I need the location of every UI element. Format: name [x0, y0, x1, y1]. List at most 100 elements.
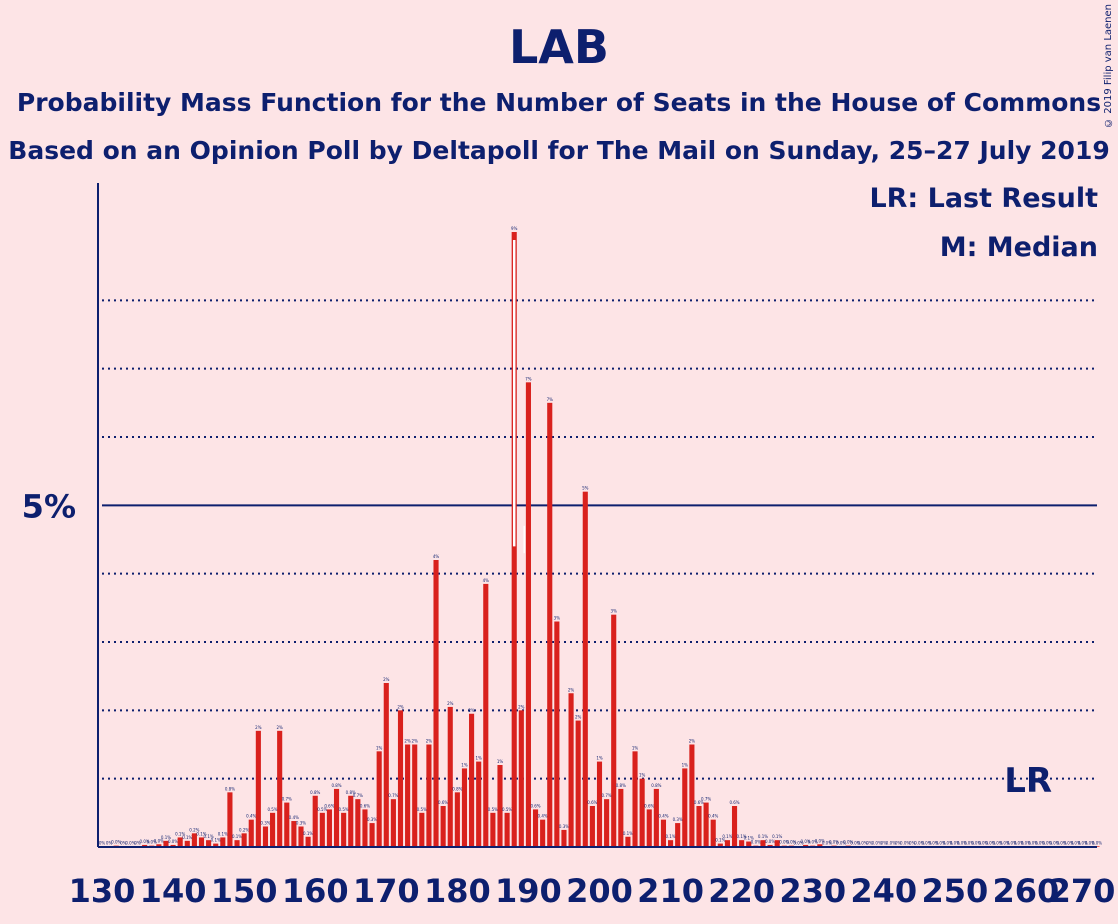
last-result-marker-label: LR	[1004, 761, 1052, 801]
bar-value-label: 2%	[689, 739, 696, 744]
x-tick-label: 160	[282, 872, 349, 910]
bar-seat-178	[440, 806, 446, 847]
bar-value-label: 0.0%	[1071, 840, 1081, 845]
bar-value-label: 0.1%	[303, 831, 313, 836]
bar-seat-139	[163, 840, 169, 847]
bar-value-label: 0.0%	[1063, 840, 1073, 845]
bar-seat-181	[461, 768, 468, 847]
bar-seat-159	[305, 836, 311, 847]
bar-seat-138	[156, 844, 162, 847]
chart-subtitle-source: Based on an Opinion Poll by Deltapoll fo…	[8, 136, 1110, 165]
legend-median: M: Median	[939, 232, 1098, 263]
bar-value-label: 0.8%	[225, 786, 235, 791]
bar-seat-163	[333, 788, 340, 847]
bar-seat-199	[589, 806, 595, 847]
legend-last-result: LR: Last Result	[869, 183, 1098, 214]
bar-value-label: 0.0%	[1028, 840, 1038, 845]
bar-value-label: 0.0%	[836, 840, 846, 845]
bar-value-label: 0.8%	[616, 783, 626, 788]
bar-value-label: 0.0%	[793, 840, 803, 845]
bar-seat-223	[760, 840, 766, 847]
bar-seat-149	[234, 840, 240, 847]
bar-value-label: 0%	[881, 841, 888, 846]
bar-value-label: 0.0%	[111, 840, 121, 845]
bar-value-label: 0%	[895, 841, 902, 846]
x-tick-label: 240	[850, 872, 917, 910]
bar-value-label: 0.7%	[701, 797, 711, 802]
bar-value-label: 0.5%	[339, 807, 349, 812]
bar-value-label: 0.0%	[125, 840, 135, 845]
bar-value-label: 0.0%	[943, 840, 953, 845]
bar-value-label: 0.0%	[140, 839, 150, 844]
bar-seat-176	[426, 744, 432, 847]
bar-value-label: 5%	[582, 486, 589, 491]
bar-seat-147	[220, 837, 226, 847]
bar-value-label: 4%	[433, 554, 440, 559]
bar-value-label: 0.6%	[438, 800, 448, 805]
bar-seat-170	[383, 683, 389, 847]
bar-seat-224	[767, 844, 773, 847]
bar-value-label: 0.0%	[1092, 840, 1102, 845]
bar-value-label: 0.1%	[211, 838, 221, 843]
bar-value-label: 0%	[106, 841, 113, 846]
bar-value-label: 0.0%	[1021, 840, 1031, 845]
bar-seat-152	[255, 730, 261, 847]
bar-value-label: 2%	[397, 704, 404, 709]
bar-seat-205	[632, 751, 638, 847]
bar-value-label: 0.7%	[353, 793, 363, 798]
bar-seat-196	[568, 693, 574, 847]
bar-seat-202	[611, 614, 617, 847]
bar-value-label: 0.0%	[786, 840, 796, 845]
bar-value-label: 1%	[632, 745, 639, 750]
bar-value-label: 1%	[376, 745, 383, 750]
x-tick-label: 140	[140, 872, 207, 910]
x-tick-label: 260	[993, 872, 1060, 910]
x-tick-label: 210	[637, 872, 704, 910]
bar-value-label: 0.6%	[694, 800, 704, 805]
bar-seat-229	[803, 844, 809, 847]
bar-seat-151	[248, 819, 254, 847]
bar-value-label: 1%	[682, 762, 689, 767]
bar-value-label: 0.0%	[850, 840, 860, 845]
bar-value-label: 0.1%	[175, 831, 185, 836]
bar-value-label: 0.3%	[673, 817, 683, 822]
bar-value-label: 0.0%	[950, 840, 960, 845]
bar-seat-168	[369, 823, 375, 847]
bar-value-label: 2%	[412, 739, 419, 744]
bar-seat-204	[625, 836, 631, 847]
bar-value-label: 0.0%	[1056, 840, 1066, 845]
bar-seat-208	[653, 788, 659, 847]
bar-value-label: 0.1%	[744, 836, 754, 841]
bar-value-label: 0.0%	[815, 838, 825, 843]
bar-seat-156	[284, 802, 290, 847]
bar-value-label: 0.4%	[289, 815, 299, 820]
bar-value-label: 0.0%	[1078, 840, 1088, 845]
bar-value-label: 0.0%	[872, 840, 882, 845]
bar-seat-198	[582, 491, 588, 847]
bar-value-label: 0.3%	[367, 817, 377, 822]
bar-seat-201	[604, 799, 610, 847]
bar-value-label: 0.6%	[587, 800, 597, 805]
bar-value-label: 1%	[639, 773, 646, 778]
bar-value-label: 0.0%	[751, 840, 761, 845]
bar-value-label: 0.1%	[722, 834, 732, 839]
bar-value-label: 0.0%	[801, 839, 811, 844]
bar-seat-213	[689, 744, 695, 847]
bar-value-label: 2%	[426, 739, 433, 744]
x-tick-label: 150	[211, 872, 278, 910]
bar-seat-146	[213, 843, 219, 847]
bar-value-label: 0.7%	[388, 793, 398, 798]
x-tick-label: 220	[708, 872, 775, 910]
bar-value-label: 0.0%	[822, 840, 832, 845]
bar-value-label: 2%	[255, 725, 262, 730]
bar-value-label: 2%	[575, 715, 582, 720]
bar-seat-141	[177, 837, 183, 847]
bar-value-label: 0.1%	[204, 834, 214, 839]
bar-seat-158	[298, 826, 304, 847]
bar-seat-165	[348, 795, 354, 847]
x-tick-label: 190	[495, 872, 562, 910]
bar-value-label: 0.8%	[651, 783, 661, 788]
bar-value-label: 2%	[518, 704, 525, 709]
bar-value-label: 0.0%	[921, 840, 931, 845]
bar-seat-209	[660, 819, 667, 847]
